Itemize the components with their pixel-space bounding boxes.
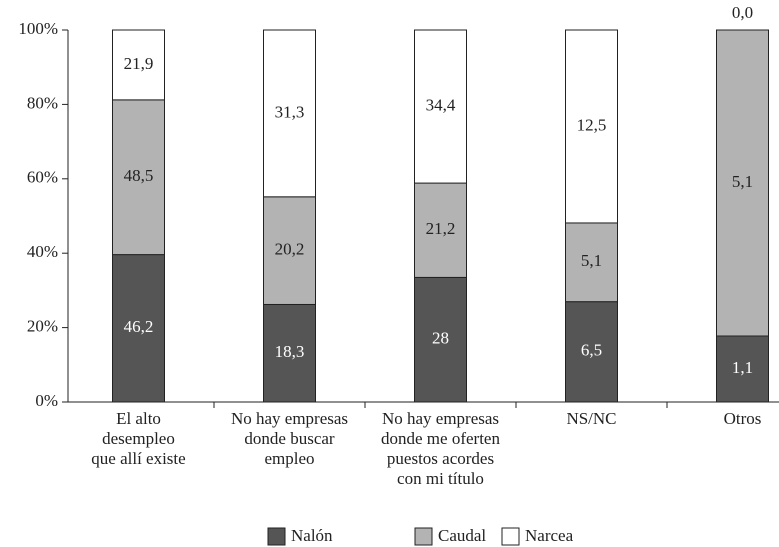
bar-segment: [414, 182, 467, 278]
x-tick-label: No hay empresas donde buscar empleo: [231, 409, 348, 468]
data-label: 28: [432, 329, 449, 348]
bar-segment: [263, 29, 316, 198]
bar-segment: [414, 29, 467, 184]
bar-segment: [112, 29, 165, 101]
legend-label: Nalón: [291, 526, 333, 545]
bar-segment: [112, 254, 165, 403]
legend-swatch: [267, 527, 286, 546]
y-tick-label: 20%: [27, 317, 58, 336]
x-tick-label: NS/NC: [566, 409, 616, 428]
y-tick-label: 40%: [27, 242, 58, 261]
x-tick-label: No hay empresas donde me oferten puestos a…: [381, 409, 500, 488]
data-label: 31,3: [275, 102, 305, 121]
y-tick-label: 100%: [18, 19, 58, 38]
data-label: 1,1: [732, 358, 753, 377]
bar-segment: [263, 303, 316, 403]
legend-label: Caudal: [438, 526, 486, 545]
legend-label: Narcea: [525, 526, 574, 545]
legend-swatch: [414, 527, 433, 546]
bar-segment: [565, 301, 618, 403]
data-label: 20,2: [275, 240, 305, 259]
bar-segment: [112, 99, 165, 256]
data-label: 34,4: [426, 95, 456, 114]
data-label: 12,5: [577, 115, 607, 134]
x-tick-label: Otros: [724, 409, 762, 428]
legend-swatch: [501, 527, 520, 546]
data-label: 5,1: [581, 251, 602, 270]
x-tick-label: El alto desempleo que allí existe: [91, 409, 185, 468]
bar-segment: [565, 29, 618, 224]
data-label: 21,9: [124, 54, 154, 73]
bar-segment: [716, 29, 769, 337]
y-tick-label: 0%: [35, 391, 58, 410]
data-label: 46,2: [124, 317, 154, 336]
data-label: 5,1: [732, 172, 753, 191]
y-tick-label: 80%: [27, 93, 58, 112]
bar-segment: [716, 335, 769, 403]
data-label: 6,5: [581, 341, 602, 360]
data-label: 18,3: [275, 342, 305, 361]
data-label: 48,5: [124, 166, 154, 185]
bar-segment: [263, 196, 316, 305]
bar-segment: [565, 222, 618, 303]
data-label: 21,2: [426, 219, 456, 238]
data-label: 0,0: [732, 3, 753, 22]
y-tick-label: 60%: [27, 168, 58, 187]
